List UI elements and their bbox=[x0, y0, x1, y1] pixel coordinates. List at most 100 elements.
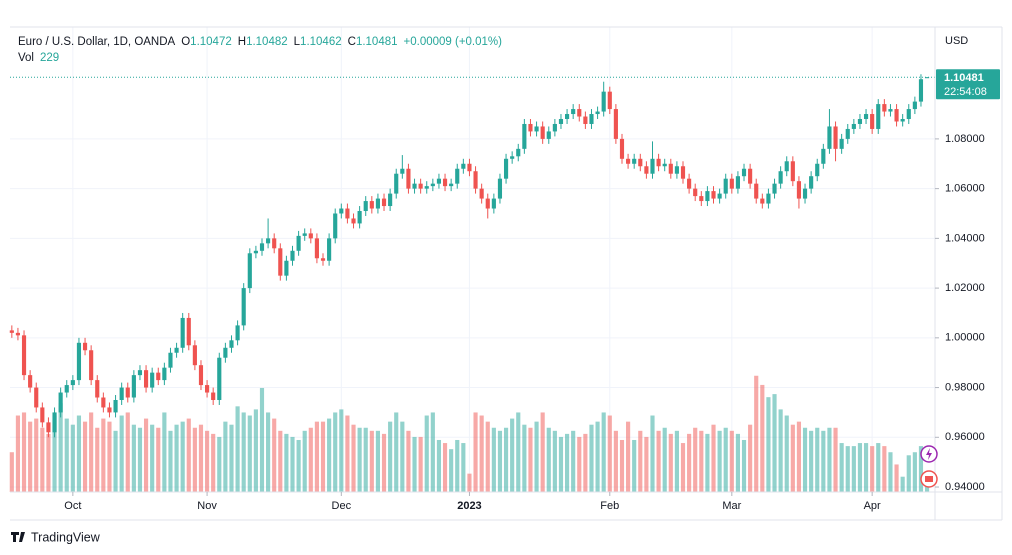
volume-bar bbox=[839, 443, 844, 492]
volume-bar bbox=[613, 430, 618, 492]
volume-bar bbox=[601, 412, 606, 492]
volume-bar bbox=[21, 412, 27, 492]
y-tick-label: 1.02000 bbox=[945, 282, 985, 294]
candle-body bbox=[857, 119, 863, 124]
volume-bar bbox=[333, 412, 338, 492]
volume-bar bbox=[101, 418, 106, 492]
volume-bar bbox=[40, 427, 45, 492]
candle-body bbox=[101, 397, 106, 408]
volume-bar bbox=[119, 415, 124, 492]
volume-bar bbox=[266, 412, 271, 492]
volume-bar bbox=[522, 424, 527, 492]
candle-body bbox=[766, 193, 771, 204]
volume-bar bbox=[876, 443, 881, 492]
candle-body bbox=[388, 193, 393, 207]
x-tick-label: Feb bbox=[600, 500, 619, 512]
volume-bar bbox=[345, 415, 350, 492]
candle-body bbox=[192, 345, 197, 366]
volume-bar bbox=[802, 427, 808, 492]
volume-bar bbox=[534, 421, 539, 492]
candle-body bbox=[369, 201, 374, 209]
volume-bar bbox=[589, 424, 594, 492]
indicator-icons[interactable] bbox=[920, 445, 938, 488]
ohlc-value: 1.10472 bbox=[190, 36, 232, 48]
volume-bar bbox=[211, 433, 216, 492]
candle-body bbox=[528, 123, 533, 132]
candle-body bbox=[796, 181, 802, 199]
x-tick-label: Nov bbox=[197, 500, 217, 512]
candle-body bbox=[394, 173, 399, 194]
candle-body bbox=[186, 317, 191, 346]
volume-bar bbox=[198, 424, 204, 492]
volume-bar bbox=[64, 418, 69, 492]
last-price-tag bbox=[936, 69, 1000, 100]
candle-body bbox=[284, 260, 289, 276]
candle-body bbox=[705, 191, 710, 202]
volume-bar bbox=[168, 430, 173, 492]
candle-body bbox=[699, 196, 704, 202]
candle-body bbox=[34, 387, 39, 408]
candle-body bbox=[52, 412, 57, 433]
candle-body bbox=[131, 375, 136, 398]
candle-body bbox=[339, 208, 344, 214]
candle-body bbox=[308, 233, 313, 239]
volume-bar bbox=[70, 424, 75, 492]
volume-bar bbox=[461, 443, 466, 492]
candle-body bbox=[375, 198, 380, 209]
candle-body bbox=[162, 367, 167, 381]
volume-bar bbox=[711, 424, 716, 492]
candle-body bbox=[674, 166, 679, 174]
candle-body bbox=[412, 183, 417, 189]
y-tick-label: 0.98000 bbox=[945, 381, 985, 393]
volume-bar bbox=[314, 421, 319, 492]
volume-bar bbox=[46, 433, 51, 492]
candle-body bbox=[418, 183, 423, 189]
ohlc-value: 1.10482 bbox=[246, 36, 288, 48]
y-tick-label: 1.00000 bbox=[945, 332, 985, 344]
volume-bar bbox=[748, 424, 753, 492]
volume-bar bbox=[137, 427, 143, 492]
volume-bar bbox=[259, 387, 265, 492]
volume-bar bbox=[705, 433, 710, 492]
candle-body bbox=[540, 126, 545, 139]
candle-body bbox=[748, 168, 753, 184]
volume-bar bbox=[717, 430, 722, 492]
candle-body bbox=[833, 126, 838, 149]
candle-body bbox=[491, 198, 496, 209]
candle-body bbox=[211, 392, 216, 400]
volume-bar bbox=[882, 446, 887, 492]
candle-body bbox=[717, 193, 722, 199]
candle-body bbox=[863, 114, 869, 120]
candle-body bbox=[9, 330, 14, 333]
volume-bar bbox=[906, 455, 911, 492]
candle-body bbox=[235, 325, 240, 341]
volume-header: Vol 229 bbox=[18, 52, 59, 64]
volume-bar bbox=[638, 430, 643, 492]
ohlc-key: L bbox=[294, 36, 301, 48]
candle-body bbox=[449, 183, 454, 187]
volume-bar bbox=[412, 436, 417, 492]
volume-bar bbox=[870, 446, 875, 492]
candle-body bbox=[918, 79, 924, 102]
volume-bar bbox=[339, 409, 344, 492]
candle-body bbox=[125, 387, 130, 398]
candle-body bbox=[76, 342, 82, 381]
volume-bar bbox=[754, 375, 759, 492]
brand-logo[interactable]: TradingView bbox=[11, 530, 101, 544]
candle-body bbox=[741, 168, 747, 177]
volume-bar bbox=[156, 427, 161, 492]
volume-bar bbox=[180, 421, 185, 492]
volume-bar bbox=[900, 476, 905, 492]
candle-body bbox=[656, 158, 661, 167]
candle-body bbox=[760, 198, 765, 204]
volume-bar bbox=[516, 412, 521, 492]
candle-body bbox=[894, 109, 899, 122]
candle-body bbox=[802, 188, 808, 199]
candle-body bbox=[28, 375, 33, 388]
volume-bar bbox=[375, 430, 380, 492]
volume-bar bbox=[449, 449, 454, 492]
candle-body bbox=[772, 183, 777, 194]
volume-bar bbox=[851, 446, 856, 492]
candle-body bbox=[595, 111, 600, 115]
